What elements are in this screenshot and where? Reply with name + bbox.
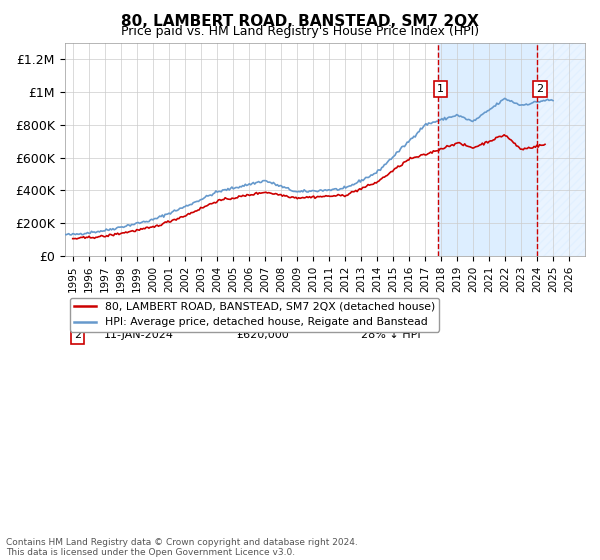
Legend: 80, LAMBERT ROAD, BANSTEAD, SM7 2QX (detached house), HPI: Average price, detach: 80, LAMBERT ROAD, BANSTEAD, SM7 2QX (det… bbox=[70, 297, 439, 332]
Text: 11-JAN-2024: 11-JAN-2024 bbox=[104, 330, 174, 340]
Text: 28% ↓ HPI: 28% ↓ HPI bbox=[361, 330, 421, 340]
Text: £620,000: £620,000 bbox=[236, 330, 289, 340]
Text: Contains HM Land Registry data © Crown copyright and database right 2024.
This d: Contains HM Land Registry data © Crown c… bbox=[6, 538, 358, 557]
Text: 2: 2 bbox=[74, 330, 81, 340]
Bar bbox=[538, 43, 585, 256]
Text: Price paid vs. HM Land Registry's House Price Index (HPI): Price paid vs. HM Land Registry's House … bbox=[121, 25, 479, 38]
Bar bbox=[438, 43, 538, 256]
Text: 1: 1 bbox=[74, 316, 81, 326]
Text: £617,500: £617,500 bbox=[236, 316, 289, 326]
Text: 1: 1 bbox=[437, 84, 443, 94]
Text: 18-OCT-2017: 18-OCT-2017 bbox=[104, 316, 176, 326]
Text: 2: 2 bbox=[536, 84, 544, 94]
Text: 80, LAMBERT ROAD, BANSTEAD, SM7 2QX: 80, LAMBERT ROAD, BANSTEAD, SM7 2QX bbox=[121, 14, 479, 29]
Text: 19% ↓ HPI: 19% ↓ HPI bbox=[361, 316, 421, 326]
